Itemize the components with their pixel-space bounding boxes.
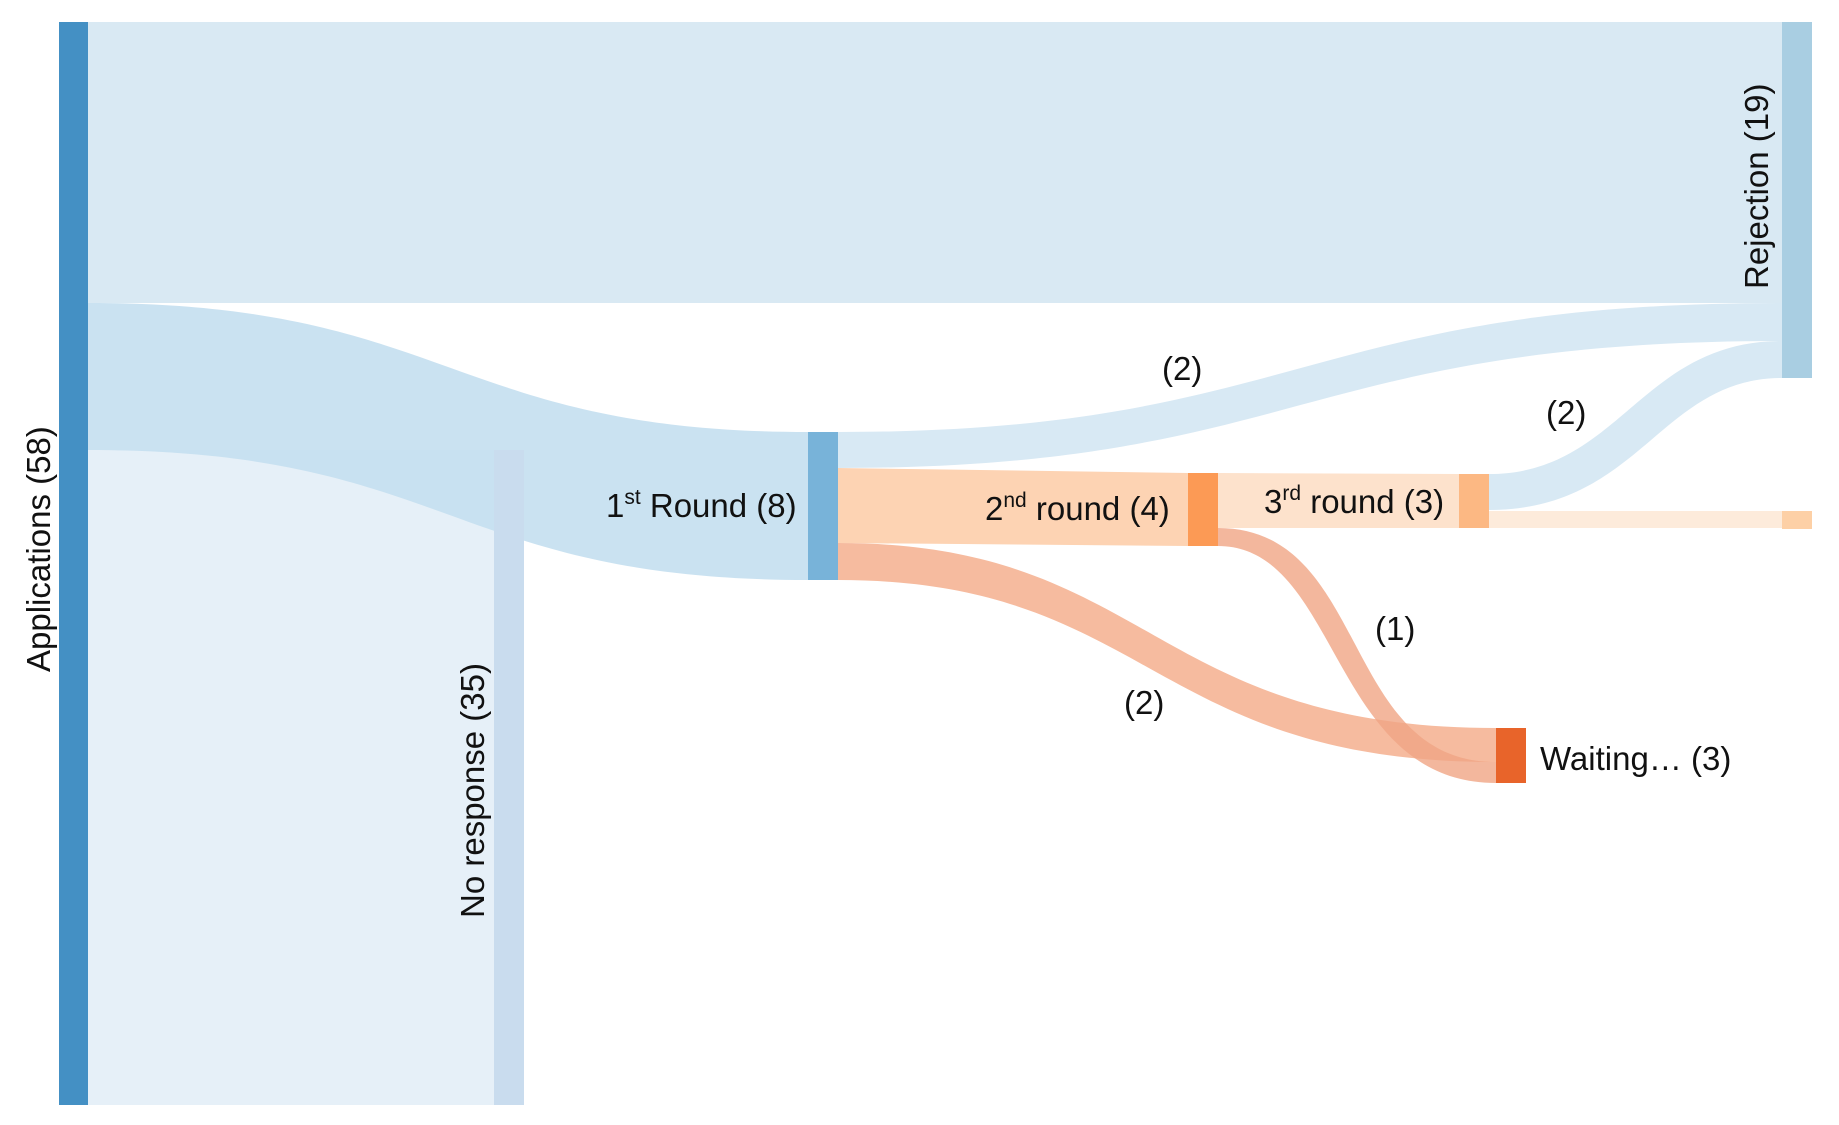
no-response-label: No response (35) xyxy=(454,663,491,918)
flow-round3-to-offer xyxy=(1489,511,1782,528)
flow-round1-to-round2 xyxy=(838,468,1188,546)
nodes xyxy=(59,22,1812,1105)
node-applications xyxy=(59,22,88,1105)
round1-label: 1st Round (8) xyxy=(606,486,797,524)
node-round2 xyxy=(1188,473,1218,546)
flow-round2-to-waiting xyxy=(1218,528,1496,783)
flow-round2-to-round3 xyxy=(1218,473,1459,528)
round2-label: 2nd round (4) xyxy=(985,489,1170,527)
node-waiting xyxy=(1496,728,1526,783)
flow-label-round1-rejection: (2) xyxy=(1162,350,1203,387)
node-round3 xyxy=(1459,474,1489,528)
flow-label-round1-waiting: (2) xyxy=(1124,684,1165,721)
flows xyxy=(88,22,1782,1105)
flow-round1-to-rejection xyxy=(838,303,1782,468)
node-round1 xyxy=(808,432,838,580)
flow-round1-to-waiting xyxy=(838,543,1496,762)
round3-label: 3rd round (3) xyxy=(1264,482,1445,520)
flow-label-round2-waiting: (1) xyxy=(1375,610,1416,647)
node-offer xyxy=(1782,511,1812,529)
flow-label-round3-rejection: (2) xyxy=(1546,394,1587,431)
waiting-label: Waiting… (3) xyxy=(1540,740,1732,777)
flow-applications-to-no-response xyxy=(88,450,494,1105)
node-no-response xyxy=(494,450,524,1105)
node-rejection xyxy=(1782,22,1812,378)
applications-label: Applications (58) xyxy=(20,426,57,672)
flow-round3-to-rejection xyxy=(1489,341,1782,510)
flow-applications-to-round1 xyxy=(88,303,808,580)
flow-applications-to-rejection xyxy=(88,22,1782,303)
rejection-label: Rejection (19) xyxy=(1738,83,1775,289)
